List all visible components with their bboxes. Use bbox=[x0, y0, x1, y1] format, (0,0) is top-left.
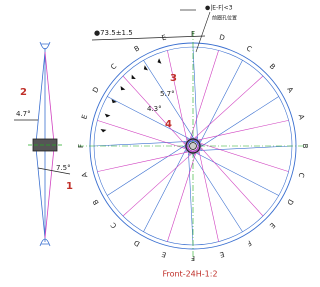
callout: 2 bbox=[20, 87, 27, 98]
spoke bbox=[186, 139, 289, 172]
spoke bbox=[193, 60, 242, 156]
arrow bbox=[156, 58, 161, 65]
arrow bbox=[100, 129, 106, 133]
rim-label: B bbox=[133, 44, 141, 53]
rim-label: D bbox=[218, 33, 225, 42]
spoke bbox=[97, 120, 200, 153]
arrow bbox=[119, 86, 126, 92]
rim-label: F bbox=[245, 239, 252, 248]
dimension: ●73.5±1.5 bbox=[94, 29, 133, 37]
caption: Front-24H-1:2 bbox=[162, 270, 217, 279]
tolerance: ●|E-F|<3 bbox=[205, 5, 233, 12]
rim-label: D bbox=[133, 238, 142, 248]
spoke bbox=[186, 50, 219, 153]
rim-label: C bbox=[245, 44, 253, 53]
arrow bbox=[104, 114, 111, 119]
rim-label: D bbox=[91, 86, 101, 95]
front-view: FDCBAABCDEFEFEDCBAFEDCBE bbox=[77, 30, 309, 262]
spoke bbox=[144, 136, 193, 232]
callout: 3 bbox=[170, 73, 177, 84]
angle-label: 7.5° bbox=[56, 164, 71, 172]
hub-flange bbox=[190, 143, 197, 150]
leader bbox=[196, 12, 210, 52]
rim-label: E bbox=[219, 250, 225, 259]
rim-label: A bbox=[80, 171, 89, 178]
rim-label: C bbox=[109, 62, 118, 71]
rim-section bbox=[40, 42, 50, 49]
side-view bbox=[14, 42, 70, 246]
page: {"drawing": { "caption": "Front-24H-1:2"… bbox=[0, 0, 311, 287]
callout: 4 bbox=[165, 119, 172, 130]
side-spoke bbox=[45, 148, 54, 238]
rim-label: A bbox=[285, 86, 294, 94]
side-spoke bbox=[45, 52, 54, 143]
rim-label: B bbox=[268, 62, 277, 71]
angle-label: 4.7° bbox=[16, 110, 31, 118]
side-spoke bbox=[36, 52, 45, 143]
wheel-drawing: 2 4.7° 7.5° 1 FDCBAABCDEFEFEDCBAFEDCBE ●… bbox=[0, 0, 311, 287]
callout: 1 bbox=[66, 181, 73, 192]
arrow bbox=[130, 75, 136, 81]
rim-label: C bbox=[297, 172, 306, 179]
angle-label: 5.7° bbox=[160, 90, 175, 98]
spoke bbox=[183, 146, 279, 195]
spoke bbox=[167, 139, 200, 242]
rim-label: C bbox=[109, 221, 118, 230]
rim-label: E bbox=[80, 114, 89, 120]
side-spoke bbox=[36, 148, 45, 238]
spoke bbox=[107, 97, 203, 146]
rim-label: A bbox=[297, 114, 306, 121]
angle-label: 4.3° bbox=[147, 105, 162, 113]
rim-label: B bbox=[91, 198, 100, 206]
rim-label: E bbox=[161, 250, 167, 259]
rim-label: E bbox=[268, 221, 277, 230]
rim-label: D bbox=[285, 198, 295, 207]
note: 前圈孔位置 bbox=[212, 15, 237, 22]
